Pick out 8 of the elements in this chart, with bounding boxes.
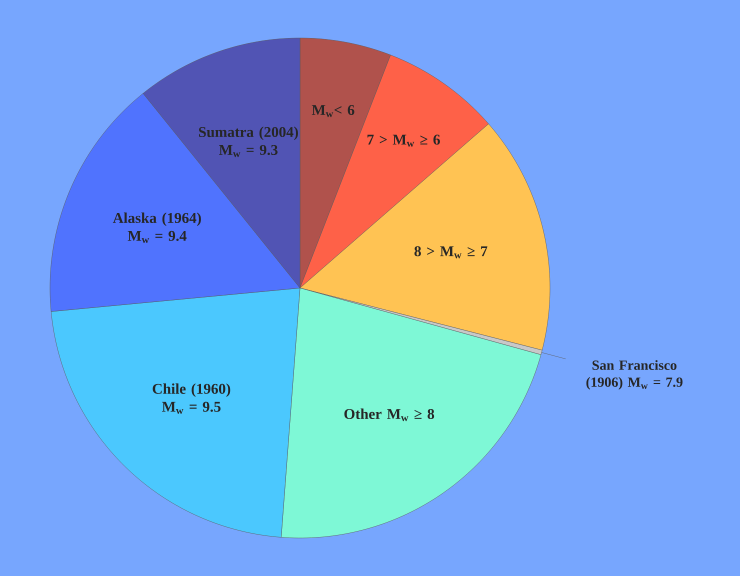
slice-label: 8 > M$_{w}$ ≥ 7	[414, 246, 488, 258]
slice-label: M$_{w}$< 6	[312, 105, 354, 118]
slice-label: Chile (1960) M$_{w}$ = 9.5	[152, 383, 230, 414]
slice-label: Alaska (1964) M$_{w}$ = 9.4	[112, 212, 201, 244]
slice-label: 7 > M$_{w}$ ≥ 6	[367, 134, 440, 147]
slice-label: Other M$_{w}$ ≥ 8	[344, 408, 434, 422]
slice-label: Sumatra (2004) M$_{w}$ = 9.3	[199, 126, 298, 158]
slice-label: San Francisco (1906) M$_{w}$ = 7.9	[586, 360, 683, 390]
